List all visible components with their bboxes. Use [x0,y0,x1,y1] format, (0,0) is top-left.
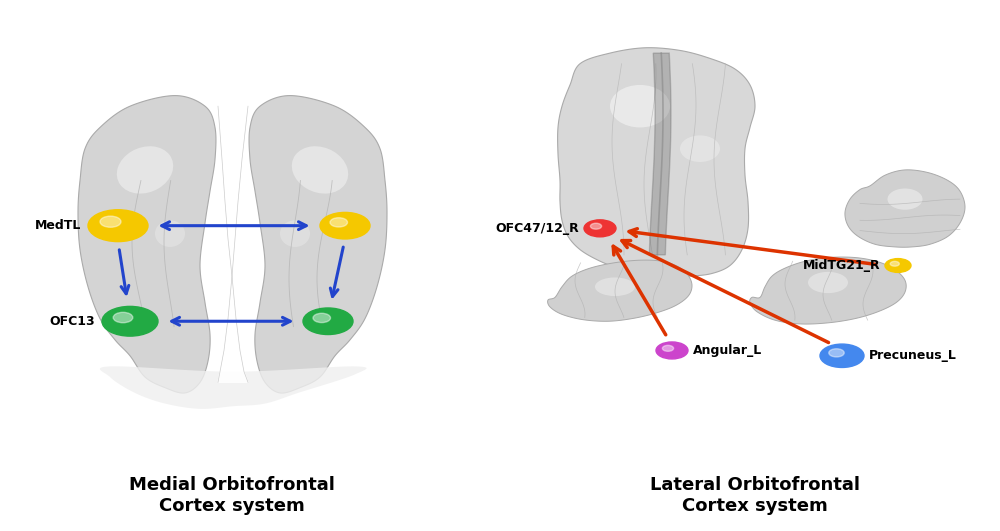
Circle shape [885,259,911,272]
Ellipse shape [117,146,173,194]
Circle shape [820,344,864,367]
Circle shape [88,210,148,242]
Text: Lateral Orbitofrontal
Cortex system: Lateral Orbitofrontal Cortex system [650,476,860,515]
Polygon shape [649,53,671,255]
Ellipse shape [888,189,922,210]
Circle shape [584,220,616,237]
Ellipse shape [155,220,185,247]
Text: MedTL: MedTL [35,219,81,232]
Text: Medial Orbitofrontal
Cortex system: Medial Orbitofrontal Cortex system [129,476,335,515]
Ellipse shape [680,135,720,162]
Ellipse shape [595,277,635,296]
Circle shape [320,212,370,239]
Circle shape [313,313,331,323]
Text: OFC47/12_R: OFC47/12_R [495,222,579,235]
Circle shape [590,223,602,229]
Ellipse shape [610,85,670,127]
Circle shape [113,312,133,323]
Ellipse shape [280,220,310,247]
Polygon shape [548,260,692,321]
Text: OFC13: OFC13 [49,315,95,328]
Polygon shape [100,366,367,409]
Ellipse shape [808,272,848,293]
Circle shape [890,261,899,266]
Text: Angular_L: Angular_L [693,344,762,357]
Polygon shape [558,48,755,277]
Polygon shape [750,257,906,324]
Polygon shape [845,170,965,247]
Text: MidTG21_R: MidTG21_R [802,259,880,272]
Text: Precuneus_L: Precuneus_L [869,349,957,362]
Circle shape [656,342,688,359]
Circle shape [303,308,353,335]
Circle shape [330,218,348,227]
Polygon shape [249,96,387,393]
Ellipse shape [292,146,348,194]
Circle shape [102,306,158,336]
Polygon shape [78,96,216,393]
Circle shape [100,216,121,227]
Circle shape [829,349,844,357]
Polygon shape [218,106,248,382]
Circle shape [662,345,674,352]
